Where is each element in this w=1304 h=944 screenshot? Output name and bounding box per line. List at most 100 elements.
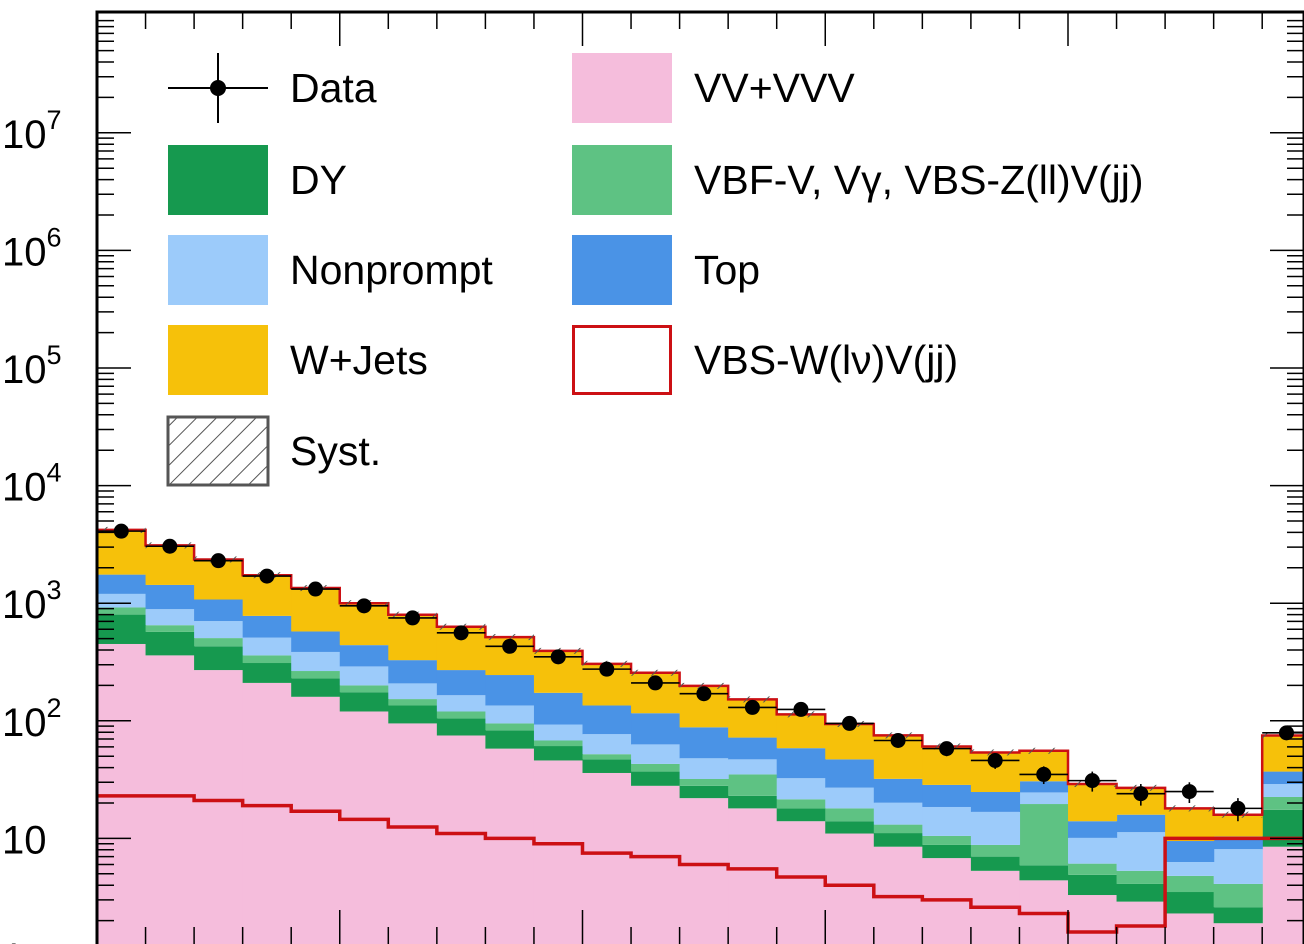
syst-band-13 <box>679 682 729 689</box>
bar-w-jets-15 <box>776 714 826 749</box>
bar-nonprompt-18 <box>922 806 972 836</box>
bar-top-10 <box>533 692 584 725</box>
bar-dy-3 <box>194 646 244 671</box>
bar-vbf-v-v-vbs-z-ll-v-jj-13 <box>679 778 729 786</box>
bar-top-16 <box>825 759 875 788</box>
data-point-21 <box>1084 773 1100 789</box>
bar-nonprompt-25 <box>1262 784 1304 797</box>
bar-nonprompt-7 <box>388 683 438 700</box>
legend-entry-syst: Syst. <box>166 415 381 487</box>
bar-vbf-v-v-vbs-z-ll-v-jj-16 <box>825 808 875 822</box>
bar-vv-vvv-23 <box>1165 913 1215 944</box>
bar-vbf-v-v-vbs-z-ll-v-jj-15 <box>776 799 826 809</box>
legend-swatch <box>168 145 268 215</box>
bar-vv-vvv-8 <box>436 735 486 944</box>
bar-top-22 <box>1116 814 1166 833</box>
y-tick-label: 107 <box>2 105 62 157</box>
y-tick-label: 1 <box>2 936 24 944</box>
legend-swatch <box>572 53 672 123</box>
data-point-4 <box>259 568 275 584</box>
bar-dy-24 <box>1213 907 1263 924</box>
bar-dy-18 <box>922 844 972 859</box>
legend-swatch <box>572 235 672 305</box>
bar-top-20 <box>1019 781 1069 793</box>
bar-top-25 <box>1262 771 1304 785</box>
bar-vv-vvv-14 <box>728 808 778 944</box>
bar-top-8 <box>436 670 486 696</box>
bar-dy-25 <box>1262 809 1304 847</box>
legend-label: W+Jets <box>290 337 428 383</box>
legend-entry-w-jets: W+Jets <box>168 325 428 395</box>
bar-vbf-v-v-vbs-z-ll-v-jj-1 <box>97 607 147 615</box>
data-point-12 <box>647 675 663 691</box>
bar-nonprompt-3 <box>194 621 244 639</box>
legend-marker-dot <box>210 80 226 96</box>
legend-entry-data: Data <box>168 53 377 123</box>
data-point-2 <box>162 538 178 554</box>
bar-top-2 <box>145 584 195 610</box>
bar-vv-vvv-16 <box>825 833 875 944</box>
data-point-23 <box>1181 784 1197 800</box>
bar-vv-vvv-13 <box>679 798 729 944</box>
bar-dy-17 <box>873 833 923 847</box>
bar-vv-vvv-6 <box>339 711 389 944</box>
bar-dy-12 <box>631 771 681 786</box>
syst-band-12 <box>631 669 680 676</box>
bar-vbf-v-v-vbs-z-ll-v-jj-21 <box>1068 863 1118 875</box>
bar-nonprompt-2 <box>145 609 195 626</box>
bar-nonprompt-12 <box>631 744 681 764</box>
bar-nonprompt-1 <box>97 593 147 608</box>
bar-dy-5 <box>291 678 341 697</box>
bar-w-jets-23 <box>1165 808 1215 842</box>
bar-top-6 <box>339 645 389 667</box>
legend-label: VV+VVV <box>694 65 855 111</box>
bar-vbf-v-v-vbs-z-ll-v-jj-17 <box>873 824 923 834</box>
bar-vbf-v-v-vbs-z-ll-v-jj-11 <box>582 754 632 760</box>
bar-nonprompt-9 <box>485 705 535 724</box>
bar-vv-vvv-10 <box>533 760 584 944</box>
axes: 1 10 102 103 104 105 106 107 <box>2 10 1304 944</box>
bar-vbf-v-v-vbs-z-ll-v-jj-7 <box>388 699 438 706</box>
bar-top-4 <box>242 615 292 638</box>
bar-vv-vvv-9 <box>485 748 535 944</box>
legend-swatch <box>572 325 672 395</box>
bar-vbf-v-v-vbs-z-ll-v-jj-8 <box>436 711 486 719</box>
bar-nonprompt-10 <box>533 724 584 741</box>
data-point-10 <box>550 649 566 665</box>
bar-dy-14 <box>728 795 778 809</box>
bar-vv-vvv-2 <box>145 655 195 944</box>
bar-top-13 <box>679 727 729 759</box>
data-point-5 <box>307 581 323 597</box>
bar-vbf-v-v-vbs-z-ll-v-jj-19 <box>970 844 1021 857</box>
bar-dy-8 <box>436 718 486 736</box>
bar-top-17 <box>873 778 923 803</box>
data-point-14 <box>744 699 760 715</box>
bar-nonprompt-11 <box>582 734 632 755</box>
bar-top-5 <box>291 631 341 652</box>
bar-top-21 <box>1068 821 1118 838</box>
bar-nonprompt-19 <box>970 811 1021 845</box>
data-point-8 <box>453 625 469 641</box>
bar-vbf-v-v-vbs-z-ll-v-jj-18 <box>922 835 972 845</box>
data-point-24 <box>1230 800 1246 816</box>
legend-label: VBF-V, Vγ, VBS-Z(ll)V(jj) <box>694 157 1144 203</box>
legend-swatch <box>166 415 270 487</box>
data-point-13 <box>696 686 712 702</box>
bar-dy-10 <box>533 746 584 761</box>
legend-entry-nonprompt: Nonprompt <box>168 235 493 305</box>
bar-vbf-v-v-vbs-z-ll-v-jj-23 <box>1165 875 1215 893</box>
legend-entry-dy: DY <box>168 145 347 215</box>
bar-nonprompt-20 <box>1019 792 1069 805</box>
legend-label: DY <box>290 157 347 203</box>
bar-dy-21 <box>1068 874 1118 896</box>
bar-dy-20 <box>1019 865 1069 881</box>
bar-vbf-v-v-vbs-z-ll-v-jj-4 <box>242 655 292 664</box>
bar-w-jets-24 <box>1213 814 1263 837</box>
syst-band-19 <box>970 749 1020 756</box>
y-tick-label: 10 <box>2 818 47 862</box>
y-tick-label: 106 <box>2 222 62 274</box>
data-point-20 <box>1036 766 1052 782</box>
legend-label: Top <box>694 247 760 293</box>
y-tick-label: 104 <box>2 458 62 510</box>
